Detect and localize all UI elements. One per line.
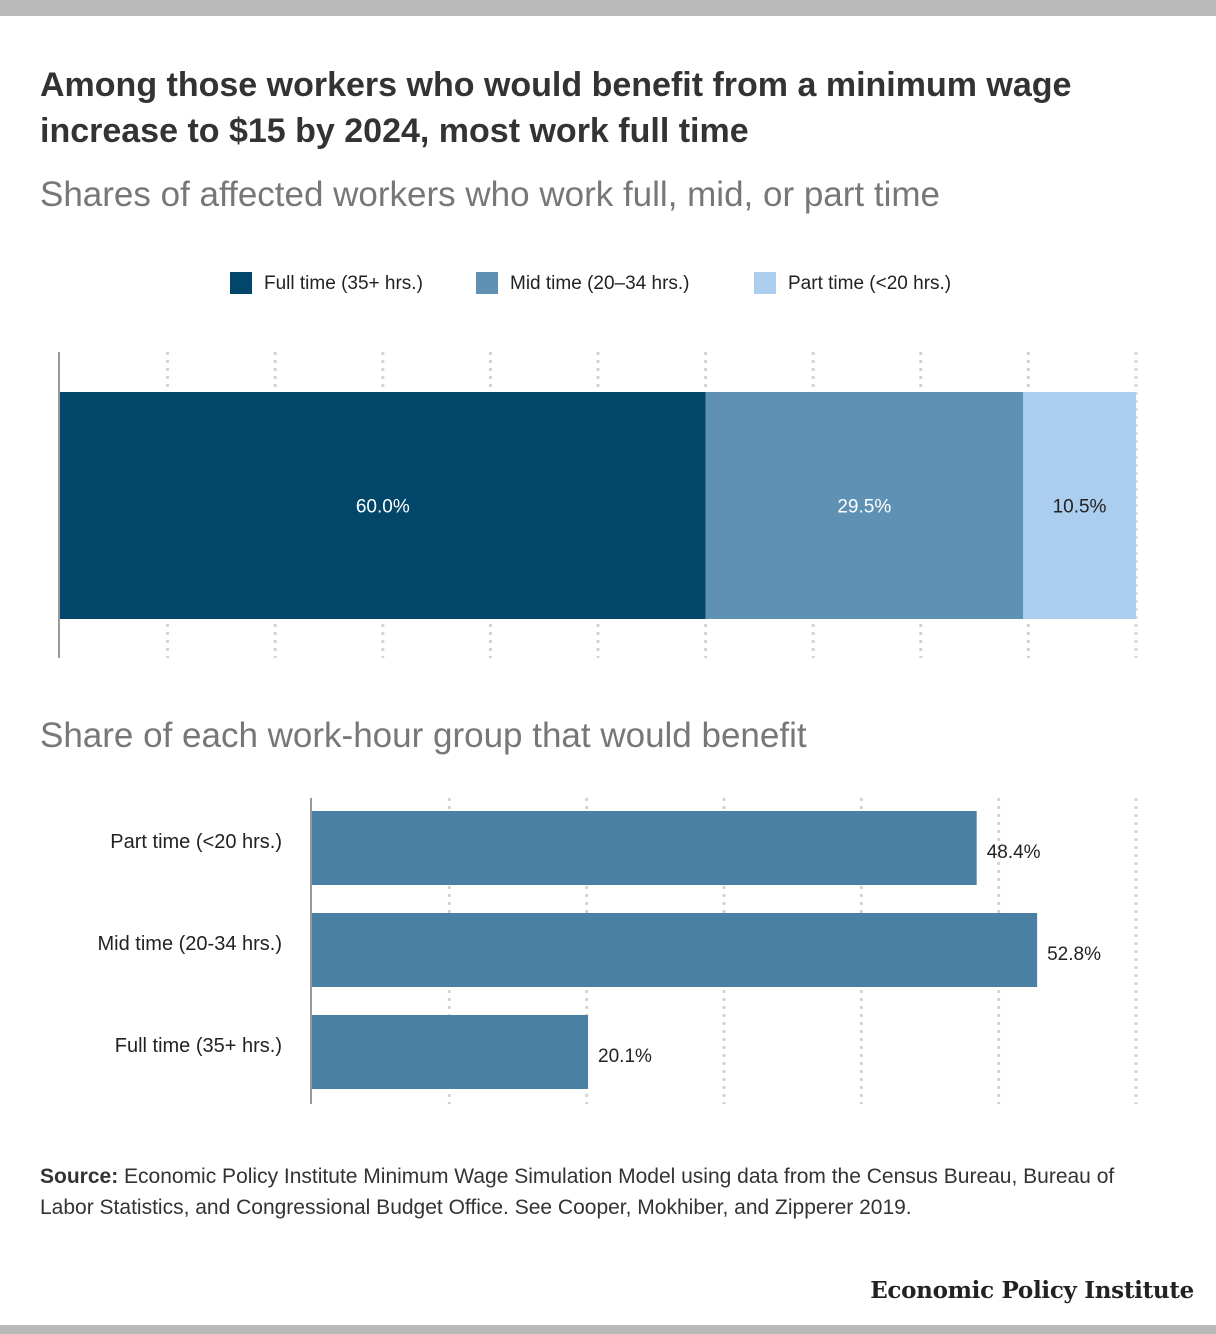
- legend-label-part: Part time (<20 hrs.): [788, 273, 952, 294]
- source-note: Source: Economic Policy Institute Minimu…: [40, 1161, 1160, 1223]
- legend-label-mid: Mid time (20–34 hrs.): [510, 273, 690, 294]
- legend-label-full: Full time (35+ hrs.): [264, 273, 423, 294]
- chart1-subtitle: Shares of affected workers who work full…: [40, 175, 940, 214]
- chart2-category-label: Full time (35+ hrs.): [115, 1035, 282, 1057]
- source-label: Source:: [40, 1165, 119, 1188]
- legend-swatch-full: [230, 272, 252, 294]
- chart1-data-label: 10.5%: [1053, 497, 1107, 518]
- chart2-bar: [312, 811, 977, 885]
- legend-swatch-part: [754, 272, 776, 294]
- brand-logo: Economic Policy Institute: [870, 1277, 1194, 1304]
- chart2-data-label: 20.1%: [598, 1046, 652, 1067]
- chart1-bar-segment: [1023, 392, 1136, 619]
- chart1-data-label: 60.0%: [356, 497, 410, 518]
- chart2-bar: [312, 913, 1038, 987]
- bottom-border: [0, 1325, 1216, 1334]
- legend-swatch-mid: [476, 272, 498, 294]
- chart2-category-label: Part time (<20 hrs.): [110, 831, 282, 853]
- top-border: [0, 0, 1216, 16]
- chart1-bar-segment: [705, 392, 1024, 619]
- chart2-subtitle: Share of each work-hour group that would…: [40, 716, 807, 755]
- chart1-bar-segment: [60, 392, 706, 619]
- chart2-bar: [312, 1015, 589, 1089]
- chart2-data-label: 48.4%: [987, 842, 1041, 863]
- source-text: Economic Policy Institute Minimum Wage S…: [40, 1165, 1115, 1219]
- chart1-data-label: 29.5%: [837, 497, 891, 518]
- chart2-category-label: Mid time (20-34 hrs.): [98, 933, 283, 955]
- chart2-data-label: 52.8%: [1047, 944, 1101, 965]
- chart-title: Among those workers who would benefit fr…: [40, 66, 1072, 150]
